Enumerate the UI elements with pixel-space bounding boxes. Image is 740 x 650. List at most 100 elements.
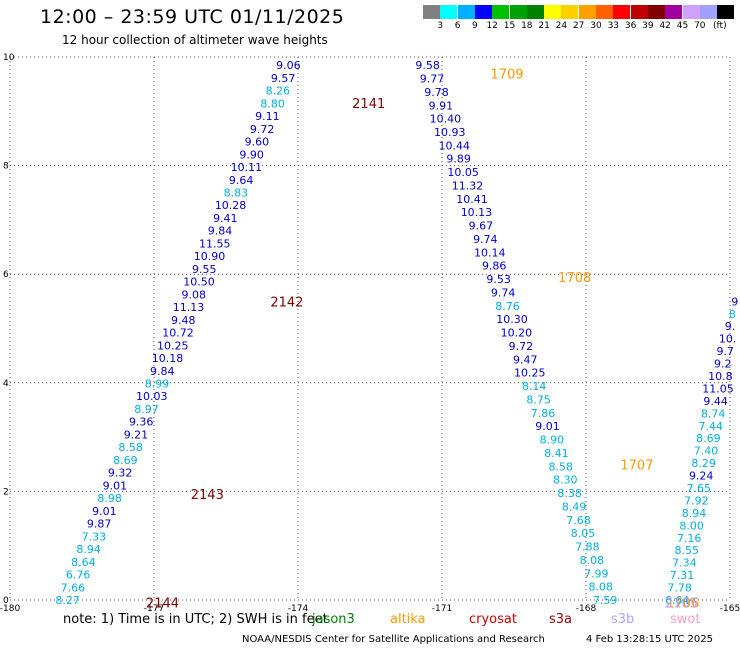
wave-height-label: 9. [725,320,736,333]
legend-swatch [423,5,440,19]
wave-height-label: 10.41 [456,193,488,206]
footer-note: note: 1) Time is in UTC; 2) SWH is in fe… [63,612,328,627]
wave-height-label: 8 [729,308,736,321]
legend-tick-label: 12 [486,21,498,31]
wave-height-label: 10.30 [496,313,528,326]
wave-height-label: 8.75 [526,393,551,406]
wave-height-label: 10.90 [194,250,226,263]
x-tick-label: -171 [432,604,452,614]
mission-label-altika: altika [390,612,426,627]
wave-height-label: 8.69 [696,432,721,445]
wave-height-label: 8.58 [549,460,574,473]
legend-tick-label: 30 [590,21,602,31]
legend-unit: (ft) [713,21,727,31]
wave-height-label: 9.74 [473,233,498,246]
wave-height-label: 9.86 [482,260,507,273]
wave-height-label: 10.8 [708,370,733,383]
legend-swatch [440,5,458,19]
page-subtitle: 12 hour collection of altimeter wave hei… [62,33,328,47]
legend-swatch [457,5,475,19]
wave-height-label: 9.84 [150,365,175,378]
wave-height-label: 7.68 [566,514,591,527]
wave-height-label: 10.50 [183,276,215,289]
legend-tick-label: 70 [694,21,706,31]
legend-swatch [717,5,735,19]
wave-height-label: 9.67 [469,220,494,233]
wave-height-label: 9.64 [229,174,254,187]
legend-tick-label: 3 [437,21,444,31]
wave-height-label: 10.18 [152,352,184,365]
wave-height-label: 10.44 [438,139,470,152]
legend-tick-label: 18 [521,21,533,31]
wave-height-label: 11.05 [702,382,734,395]
legend-tick-label: 39 [642,21,654,31]
legend-swatch [544,5,562,19]
mission-label-s3b: s3b [611,612,635,627]
legend-tick-label: 45 [676,21,689,31]
x-tick-label: -168 [576,604,597,614]
wave-height-label: 7.40 [694,445,719,458]
wave-height-label: 9.57 [271,72,296,85]
wave-height-label: 9.90 [239,148,264,161]
legend-tick-label: 27 [572,21,585,31]
wave-height-label: 7.33 [82,530,107,543]
pass-time-label: 1707 [620,458,653,473]
wave-height-label: 8.26 [266,85,291,98]
wave-height-label: 8.08 [589,581,614,594]
wave-height-label: 9.21 [124,428,149,441]
wave-height-label: 10.20 [501,327,533,340]
x-tick-label: -174 [288,604,309,614]
credit-text: NOAA/NESDIS Center for Satellite Applica… [242,634,545,645]
legend-tick-label: 36 [624,21,637,31]
wave-height-label: 7.44 [699,420,724,433]
wave-height-label: 9.78 [424,86,449,99]
mission-label-s3a: s3a [549,612,573,627]
mission-label-swot: swot [670,612,701,627]
wave-height-label: 9.47 [513,353,538,366]
legend-tick-label: 33 [607,21,620,31]
wave-height-label: 10.25 [157,339,189,352]
y-tick-label: 4 [3,379,9,389]
x-tick-label: -180 [0,604,20,614]
legend-swatch [492,5,510,19]
y-tick-label: 8 [3,162,9,172]
pass-time-label: 2141 [352,97,385,112]
y-tick-label: 2 [3,487,9,497]
wave-height-label: 10.93 [434,126,466,139]
wave-height-label: 9.08 [182,288,207,301]
legend-swatch [509,5,527,19]
wave-height-label: 9.7 [716,345,734,358]
wave-height-label: 9.77 [420,73,445,86]
legend-swatch [474,5,492,19]
wave-height-label: 9.06 [276,59,301,72]
wave-height-label: 6.76 [66,569,91,582]
wave-height-label: 8.99 [145,378,170,391]
pass-time-label: 2144 [146,597,179,612]
wave-height-label: 6.64 [665,594,690,607]
wave-height-label: 8.00 [679,519,704,532]
page-title: 12:00 – 23:59 UTC 01/11/2025 [40,6,345,28]
wave-height-label: 8.55 [675,544,700,557]
pass-time-label: 1706 [666,597,699,612]
mission-label-cryosat: cryosat [469,612,517,627]
legend-tick-label: 42 [659,21,671,31]
legend-swatch [596,5,613,19]
wave-height-label: 7.86 [531,407,556,420]
wave-height-label: 10.14 [474,246,506,259]
wave-height-label: 9.01 [103,479,128,492]
wave-height-label: 9.84 [208,225,233,238]
legend-swatch [682,5,700,19]
wave-height-label: 8.29 [691,457,716,470]
wave-height-label: 8.49 [562,500,587,513]
legend-swatch [526,5,544,19]
wave-height-label: 8.58 [118,441,143,454]
wave-height-label: 9.01 [535,420,560,433]
wave-height-label: 10.40 [430,113,462,126]
wave-height-label: 9.91 [429,99,454,112]
x-tick-label: -165 [720,604,740,614]
wave-height-label: 10.11 [231,161,263,174]
legend-swatch [578,5,596,19]
wave-height-label: 9.44 [703,395,728,408]
wave-height-label: 7.78 [667,582,692,595]
wave-height-label: 10.13 [461,206,493,219]
